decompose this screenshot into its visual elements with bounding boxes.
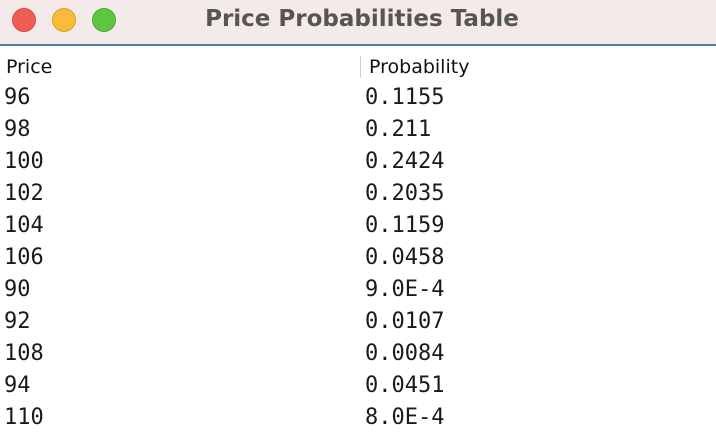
price-cell[interactable]: 96 [4, 85, 31, 110]
price-cell[interactable]: 104 [4, 213, 44, 238]
close-window-button[interactable] [12, 8, 36, 32]
probability-cell[interactable]: 0.1159 [365, 213, 445, 238]
table-row[interactable]: 92 0.0107 [0, 305, 716, 337]
column-header-probability[interactable]: Probability [369, 56, 470, 78]
table-row[interactable]: 104 0.1159 [0, 209, 716, 241]
price-probabilities-table: Price Probability 96 0.1155 98 0.211 100 0.24… [0, 50, 716, 433]
minimize-window-button[interactable] [52, 8, 76, 32]
price-cell[interactable]: 92 [4, 309, 31, 334]
table-row[interactable]: 94 0.0451 [0, 369, 716, 401]
probability-cell[interactable]: 0.211 [365, 117, 432, 142]
probability-cell[interactable]: 9.0E-4 [365, 277, 445, 302]
column-divider[interactable] [360, 56, 361, 78]
table-row[interactable]: 110 8.0E-4 [0, 401, 716, 433]
table-body: 96 0.1155 98 0.211 100 0.2424 102 0.2035 104 0.11… [0, 81, 716, 433]
table-row[interactable]: 102 0.2035 [0, 177, 716, 209]
price-cell[interactable]: 98 [4, 117, 31, 142]
table-row[interactable]: 106 0.0458 [0, 241, 716, 273]
probability-cell[interactable]: 0.1155 [365, 85, 445, 110]
price-cell[interactable]: 90 [4, 277, 31, 302]
window-title: Price Probabilities Table [205, 6, 519, 32]
price-cell[interactable]: 108 [4, 341, 44, 366]
column-header-price[interactable]: Price [6, 56, 53, 78]
probability-cell[interactable]: 0.0451 [365, 373, 445, 398]
price-cell[interactable]: 106 [4, 245, 44, 270]
zoom-window-button[interactable] [92, 8, 116, 32]
table-row[interactable]: 90 9.0E-4 [0, 273, 716, 305]
probability-cell[interactable]: 0.0084 [365, 341, 445, 366]
price-cell[interactable]: 110 [4, 405, 44, 430]
price-cell[interactable]: 102 [4, 181, 44, 206]
probability-cell[interactable]: 0.0107 [365, 309, 445, 334]
table-row[interactable]: 108 0.0084 [0, 337, 716, 369]
probability-cell[interactable]: 0.2424 [365, 149, 445, 174]
table-header: Price Probability [0, 50, 716, 81]
probability-cell[interactable]: 0.2035 [365, 181, 445, 206]
price-cell[interactable]: 100 [4, 149, 44, 174]
table-row[interactable]: 96 0.1155 [0, 81, 716, 113]
price-cell[interactable]: 94 [4, 373, 31, 398]
probability-cell[interactable]: 8.0E-4 [365, 405, 445, 430]
table-row[interactable]: 100 0.2424 [0, 145, 716, 177]
table-row[interactable]: 98 0.211 [0, 113, 716, 145]
title-bar: Price Probabilities Table [0, 0, 716, 46]
probability-cell[interactable]: 0.0458 [365, 245, 445, 270]
